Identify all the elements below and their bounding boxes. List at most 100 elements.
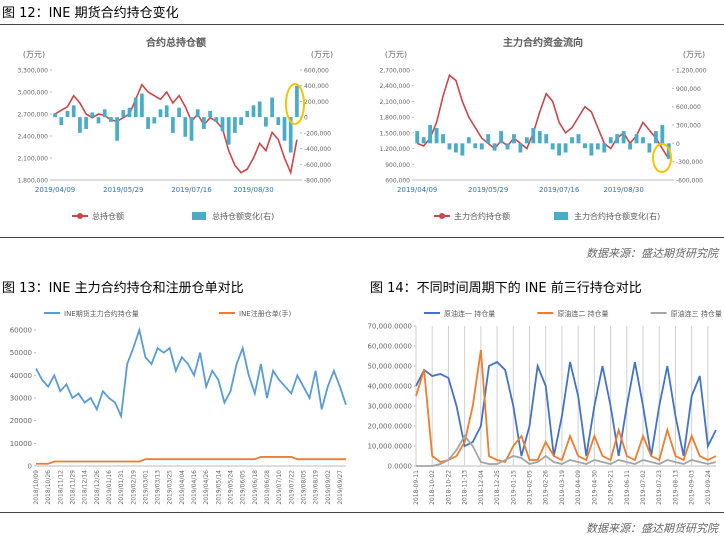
x-tick-label: 2019/07/22 — [288, 470, 295, 505]
y-axis-label: (万元) — [385, 50, 407, 59]
y2-tick-label: -600,000 — [676, 178, 703, 185]
bar — [576, 134, 581, 144]
x-tick-label: 2018-09-11 — [413, 470, 420, 505]
bar — [415, 131, 420, 144]
legend-marker — [77, 213, 83, 219]
y2-tick-label: 400,000 — [304, 83, 329, 90]
y-tick-label: 1,800,000 — [379, 115, 410, 122]
bar — [164, 105, 169, 118]
bar — [251, 105, 256, 118]
y2-tick-label: 0 — [676, 141, 680, 148]
x-tick-label: 2019/08/19 — [313, 470, 320, 505]
y-tick-label: 1,500,000 — [379, 130, 410, 137]
legend-label: 总持仓额 — [92, 211, 124, 221]
y2-axis-label: (万元) — [311, 50, 333, 59]
legend-swatch — [192, 212, 206, 220]
bar — [628, 143, 633, 150]
bar — [84, 117, 88, 129]
bar — [550, 143, 555, 150]
line — [415, 349, 717, 464]
source-note: 数据来源：盛达期货研究院 — [586, 522, 718, 535]
x-tick-label: 2019-04-09 — [575, 470, 582, 505]
bar — [146, 117, 150, 129]
x-tick-label: 2018/10/26 — [45, 470, 52, 505]
bar — [220, 117, 225, 132]
bar — [589, 143, 594, 156]
bar — [270, 97, 274, 118]
bar — [518, 143, 523, 153]
legend-marker — [439, 213, 445, 219]
highlight — [285, 83, 305, 125]
chart: 合约总持仓额 (万元) (万元) 1,800,000 2,100,000 2,400,00… — [17, 36, 333, 221]
y2-tick-label: 300,000 — [676, 123, 701, 130]
bar — [647, 143, 652, 153]
bar — [264, 117, 268, 127]
bar — [479, 143, 484, 150]
bar — [257, 101, 262, 118]
bar — [59, 117, 64, 125]
bar — [239, 117, 243, 125]
y-tick-label: 0.0000 — [388, 463, 413, 471]
x-tick-label: 2019-07-23 — [656, 470, 663, 505]
bar — [288, 117, 293, 153]
line — [36, 456, 346, 465]
bar — [109, 117, 113, 122]
bar — [595, 143, 600, 150]
x-tick-label: 2019-06-11 — [624, 470, 631, 505]
chart-title: 合约总持仓额 — [145, 36, 206, 49]
y-tick-label: 50,000.0000 — [367, 363, 412, 371]
highlight — [652, 143, 672, 173]
bar — [183, 117, 188, 137]
bar — [660, 125, 665, 144]
bar — [158, 109, 163, 118]
y-tick-label: 30000 — [10, 395, 32, 403]
x-tick-label: 2019/05/29 — [468, 186, 508, 194]
y-tick-label: 0 — [28, 463, 32, 471]
bar — [421, 137, 426, 144]
x-tick-label: 2018/11/29 — [69, 470, 76, 505]
bar — [447, 143, 452, 150]
chart-title: 主力合约资金流向 — [503, 36, 583, 49]
x-tick-label: 2019/08/05 — [300, 470, 307, 505]
x-tick-label: 2019/04/09 — [35, 186, 75, 194]
bar — [171, 117, 175, 133]
y2-tick-label: 0 — [304, 115, 308, 122]
bar — [492, 143, 497, 151]
x-tick-label: 2018-12-04 — [478, 470, 485, 505]
y2-tick-label: 900,000 — [676, 86, 701, 93]
x-tick-label: 2018-11-13 — [462, 470, 469, 505]
x-tick-label: 2019/08/30 — [233, 186, 273, 194]
legend-label: INE注册仓单(手) — [239, 309, 291, 318]
bar — [531, 128, 536, 144]
bar — [208, 110, 212, 118]
rule — [0, 237, 724, 238]
y2-tick-label: -400,000 — [304, 146, 331, 153]
y-axis-label: (万元) — [23, 50, 45, 59]
x-tick-label: 2019-08-13 — [672, 470, 679, 505]
x-tick-label: 2019/06/18 — [252, 470, 259, 505]
y-tick-label: 10,000.0000 — [367, 443, 412, 451]
y-tick-label: 1,200,000 — [379, 146, 410, 153]
legend-label: 总持仓额变化(右) — [212, 211, 274, 221]
x-tick-label: 2019-02-05 — [527, 470, 534, 505]
bar — [295, 85, 299, 118]
bar — [78, 117, 82, 133]
line — [415, 360, 717, 457]
y-tick-label: 2,700,000 — [17, 112, 48, 119]
bar — [115, 117, 119, 141]
source-note: 数据来源：盛达期货研究院 — [586, 247, 718, 260]
y-tick-label: 600,000 — [385, 178, 410, 185]
bar — [634, 134, 639, 144]
bar — [615, 134, 620, 144]
y-tick-label: 40000 — [10, 372, 32, 380]
y-tick-label: 2,400,000 — [17, 134, 48, 141]
bar — [90, 112, 95, 118]
x-tick-label: 2019/07/16 — [539, 186, 580, 194]
x-tick-label: 2019-09-24 — [705, 470, 712, 505]
y2-tick-label: 1,200,000 — [676, 68, 707, 75]
bar — [195, 109, 200, 118]
x-tick-label: 2019/02/19 — [130, 470, 137, 505]
y-tick-label: 20,000.0000 — [367, 423, 412, 431]
bar — [570, 137, 574, 144]
